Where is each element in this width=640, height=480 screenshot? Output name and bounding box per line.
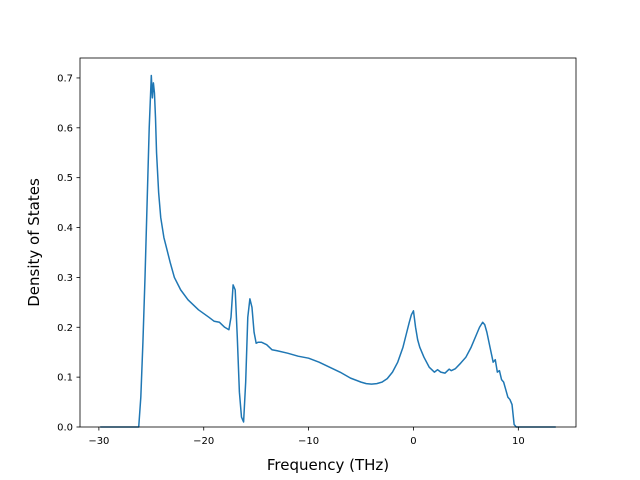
y-tick-label: 0.7 bbox=[57, 73, 73, 84]
x-tick-label: −10 bbox=[298, 436, 319, 447]
y-tick-label: 0.6 bbox=[57, 123, 73, 134]
x-tick-label: −20 bbox=[193, 436, 214, 447]
x-axis-label: Frequency (THz) bbox=[267, 456, 389, 474]
x-tick-label: 10 bbox=[512, 436, 525, 447]
dos-series-line bbox=[100, 74, 556, 428]
x-tick-label: −30 bbox=[88, 436, 109, 447]
y-tick-label: 0.2 bbox=[57, 323, 73, 334]
y-tick-label: 0.1 bbox=[57, 373, 73, 384]
y-tick-label: 0.0 bbox=[57, 423, 73, 434]
plot-area bbox=[100, 74, 556, 428]
axes-frame bbox=[79, 57, 577, 428]
x-axis-ticks: −30 −20 −10 0 10 bbox=[88, 427, 525, 447]
y-tick-label: 0.5 bbox=[57, 173, 73, 184]
y-tick-label: 0.3 bbox=[57, 273, 73, 284]
y-tick-label: 0.4 bbox=[57, 223, 73, 234]
y-axis-ticks: 0.0 0.1 0.2 0.3 0.4 0.5 0.6 0.7 bbox=[57, 73, 80, 434]
x-tick-label: 0 bbox=[410, 436, 416, 447]
y-axis-label: Density of States bbox=[25, 178, 43, 307]
